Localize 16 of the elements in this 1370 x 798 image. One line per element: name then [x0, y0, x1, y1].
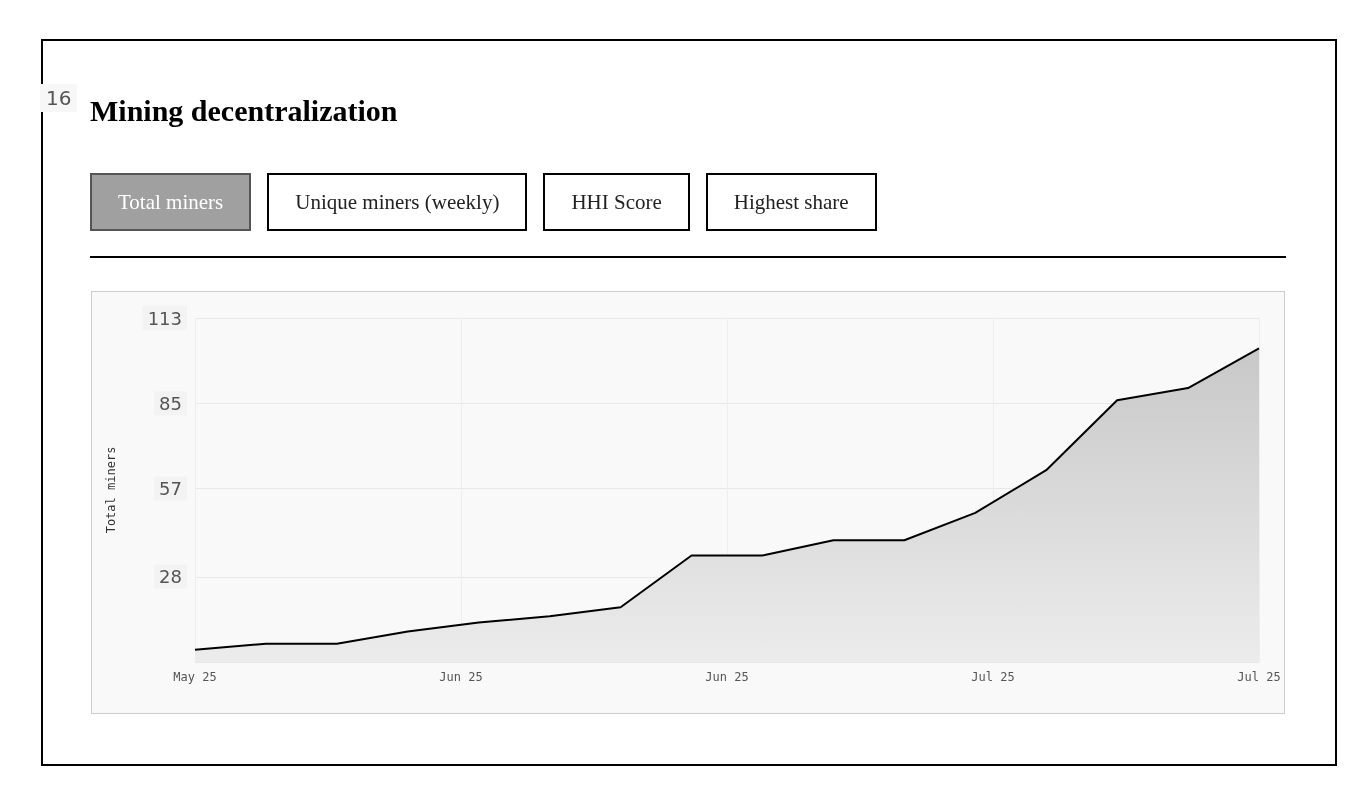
y-tick-label: 85	[159, 392, 182, 414]
x-tick-label: Jul 25	[1237, 670, 1281, 684]
y-tick-label: 113	[147, 307, 182, 329]
chart-title: Mining decentralization	[90, 94, 398, 128]
x-tick-label: May 25	[173, 670, 217, 684]
x-tick-label: Jul 25	[971, 670, 1015, 684]
text: 16	[40, 84, 78, 112]
text: Highest share	[705, 173, 877, 231]
text: Unique miners (weekly)	[267, 173, 528, 231]
x-tick-label: Jun 25	[439, 670, 483, 684]
text: HHI Score	[543, 173, 690, 231]
y-tick-label: 28	[159, 566, 182, 588]
text: Total miners	[90, 173, 252, 231]
y-axis-title: Total miners	[104, 446, 118, 534]
x-tick-label: Jun 25	[705, 670, 749, 684]
y-tick-label: 57	[159, 477, 182, 499]
